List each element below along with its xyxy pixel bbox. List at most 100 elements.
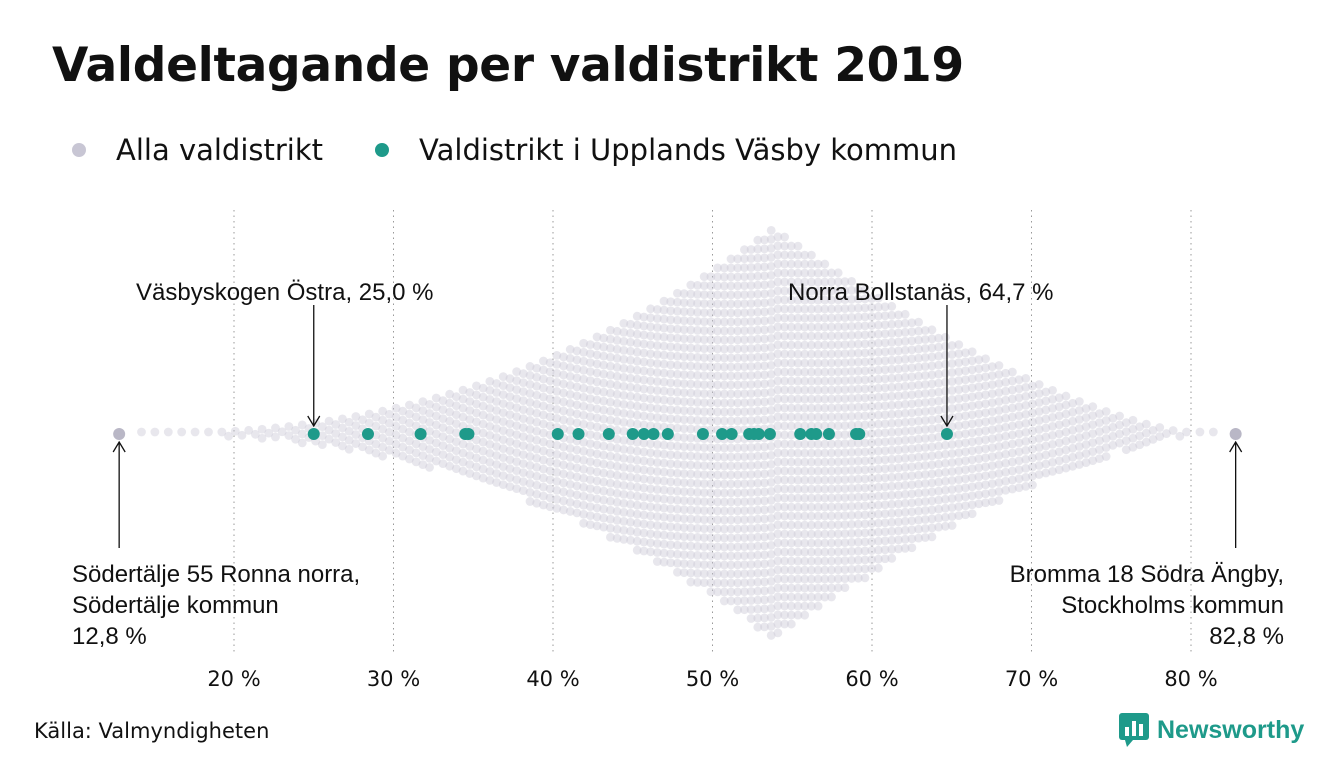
district-point <box>740 407 749 417</box>
district-point <box>806 304 816 314</box>
district-point <box>733 407 743 417</box>
district-point <box>880 491 890 501</box>
district-point <box>525 425 535 434</box>
district-point <box>512 412 522 422</box>
district-point <box>1021 409 1031 419</box>
district-point <box>579 383 589 393</box>
district-point <box>1074 433 1084 442</box>
district-point <box>485 466 495 476</box>
district-point <box>612 470 622 480</box>
district-point <box>652 350 662 359</box>
district-point <box>820 349 830 359</box>
district-point <box>505 392 515 402</box>
district-point <box>860 519 870 529</box>
district-point <box>679 451 689 461</box>
district-point <box>793 592 803 602</box>
district-point <box>659 377 669 387</box>
district-point <box>733 254 743 264</box>
district-point <box>518 468 528 477</box>
district-point <box>673 513 682 523</box>
district-point <box>934 486 944 496</box>
district-point <box>773 574 783 584</box>
district-point <box>592 404 602 414</box>
district-point <box>820 394 830 404</box>
district-point <box>900 363 910 373</box>
district-point <box>451 437 461 447</box>
district-point <box>947 377 957 386</box>
district-point <box>364 409 374 419</box>
district-point <box>445 434 455 444</box>
district-point <box>914 443 923 453</box>
district-point <box>853 492 863 502</box>
district-point <box>833 520 843 530</box>
district-point <box>813 601 823 611</box>
district-point <box>813 394 823 404</box>
district-point <box>733 470 743 480</box>
district-point <box>766 568 776 577</box>
district-point <box>947 494 957 503</box>
district-point <box>967 383 977 393</box>
district-point <box>806 313 816 323</box>
district-point <box>726 299 736 309</box>
district-point <box>786 610 796 620</box>
district-point <box>699 272 709 282</box>
district-point <box>626 454 635 464</box>
district-point <box>860 321 870 331</box>
district-point <box>1041 405 1051 415</box>
district-point <box>639 384 649 394</box>
district-point <box>431 456 441 466</box>
district-point <box>800 439 810 449</box>
district-point <box>619 381 629 391</box>
district-point <box>760 577 769 587</box>
district-point <box>418 415 428 425</box>
district-point <box>853 330 863 340</box>
district-point <box>947 359 957 368</box>
district-point <box>920 362 930 371</box>
district-point <box>733 380 743 390</box>
district-point <box>1135 431 1145 441</box>
district-point <box>880 401 890 411</box>
district-point <box>706 461 716 471</box>
district-point <box>847 565 856 574</box>
district-point <box>405 409 414 419</box>
district-point <box>766 352 776 361</box>
district-point <box>840 421 850 431</box>
district-point <box>920 389 930 398</box>
district-point <box>920 425 930 434</box>
district-point <box>706 398 716 408</box>
district-point <box>753 595 763 605</box>
district-point <box>699 416 709 426</box>
district-point <box>706 317 716 327</box>
district-point <box>793 376 803 386</box>
district-point <box>431 438 441 448</box>
district-point <box>873 491 883 501</box>
district-point <box>565 489 575 498</box>
district-point <box>746 362 756 371</box>
district-point <box>800 286 810 296</box>
district-point <box>679 478 689 488</box>
district-point <box>961 375 970 385</box>
district-point <box>666 378 676 388</box>
district-point <box>746 389 756 398</box>
district-point <box>451 410 461 420</box>
district-point <box>639 330 649 340</box>
district-point <box>914 389 923 399</box>
district-point <box>786 430 796 440</box>
district-point <box>840 430 850 440</box>
district-point <box>545 412 555 422</box>
district-point <box>793 502 803 512</box>
district-point <box>860 528 870 538</box>
district-point <box>894 373 903 383</box>
district-point <box>250 429 260 439</box>
district-point <box>994 406 1004 415</box>
district-point <box>398 442 408 452</box>
district-point <box>746 299 756 308</box>
district-point <box>987 371 997 381</box>
district-point <box>981 363 990 373</box>
district-point <box>780 268 789 278</box>
district-point <box>532 462 542 472</box>
district-point <box>1054 411 1064 421</box>
district-point <box>780 286 789 296</box>
district-point <box>612 479 622 489</box>
district-point <box>418 451 428 461</box>
